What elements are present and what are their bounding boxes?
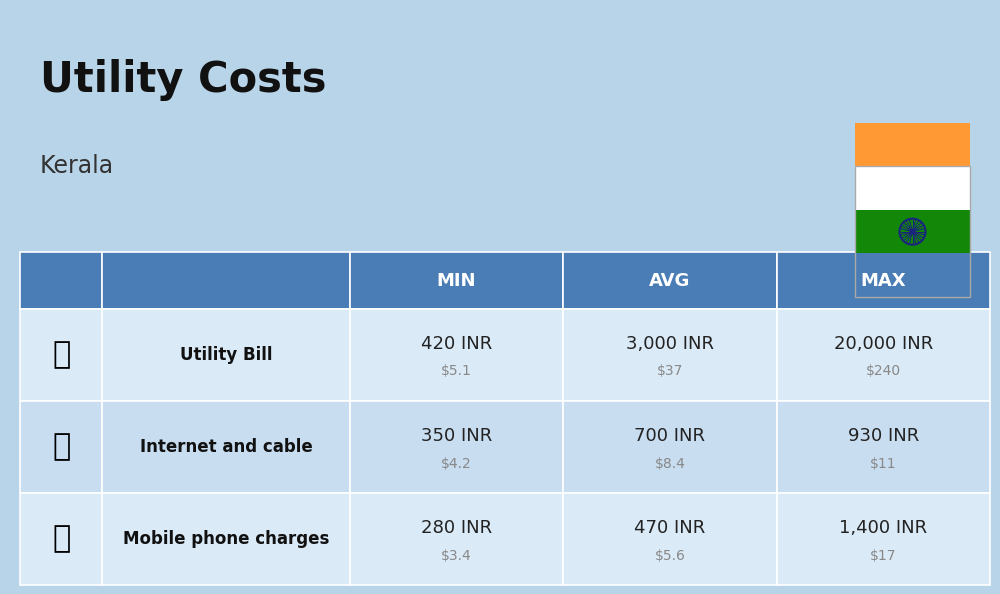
Text: 📶: 📶	[52, 432, 70, 462]
Bar	[20, 493, 102, 585]
Text: 📱: 📱	[52, 525, 70, 554]
Text: $17: $17	[870, 549, 897, 563]
Text: 🔌: 🔌	[52, 340, 70, 369]
Bar	[855, 210, 970, 254]
Text: 3,000 INR: 3,000 INR	[626, 335, 714, 353]
Bar	[777, 401, 990, 493]
Bar	[20, 309, 102, 401]
Bar	[855, 123, 970, 166]
Text: 420 INR: 420 INR	[421, 335, 492, 353]
Bar	[350, 401, 563, 493]
Text: Kerala: Kerala	[40, 154, 114, 178]
Bar	[777, 493, 990, 585]
Text: $37: $37	[657, 365, 683, 378]
Bar	[563, 401, 777, 493]
Bar	[20, 252, 102, 309]
Bar	[102, 252, 350, 309]
Text: Internet and cable: Internet and cable	[140, 438, 312, 456]
Text: Utility Bill: Utility Bill	[180, 346, 272, 364]
Bar	[350, 309, 563, 401]
Text: Mobile phone charges: Mobile phone charges	[123, 530, 329, 548]
Bar	[102, 493, 350, 585]
Text: 470 INR: 470 INR	[634, 519, 706, 537]
Text: 20,000 INR: 20,000 INR	[834, 335, 933, 353]
Bar	[563, 252, 777, 309]
Text: Utility Costs: Utility Costs	[40, 59, 326, 102]
Text: $4.2: $4.2	[441, 457, 472, 470]
Text: 350 INR: 350 INR	[421, 427, 492, 445]
Text: 1,400 INR: 1,400 INR	[839, 519, 927, 537]
Bar	[855, 166, 970, 210]
Text: $8.4: $8.4	[654, 457, 685, 470]
Bar	[855, 166, 970, 297]
Bar	[350, 252, 563, 309]
Text: $3.4: $3.4	[441, 549, 472, 563]
Text: 930 INR: 930 INR	[848, 427, 919, 445]
Bar	[102, 401, 350, 493]
Text: 700 INR: 700 INR	[634, 427, 705, 445]
Bar	[563, 309, 777, 401]
Bar	[102, 309, 350, 401]
Text: AVG: AVG	[649, 271, 691, 290]
Text: MAX: MAX	[860, 271, 906, 290]
Text: 280 INR: 280 INR	[421, 519, 492, 537]
Text: $5.1: $5.1	[441, 365, 472, 378]
Bar	[20, 401, 102, 493]
Bar	[563, 493, 777, 585]
Text: $5.6: $5.6	[654, 549, 685, 563]
Text: MIN: MIN	[437, 271, 476, 290]
Ellipse shape	[910, 229, 916, 235]
Bar	[350, 493, 563, 585]
Text: $11: $11	[870, 457, 897, 470]
Bar	[777, 309, 990, 401]
Text: $240: $240	[866, 365, 901, 378]
Bar	[777, 252, 990, 309]
